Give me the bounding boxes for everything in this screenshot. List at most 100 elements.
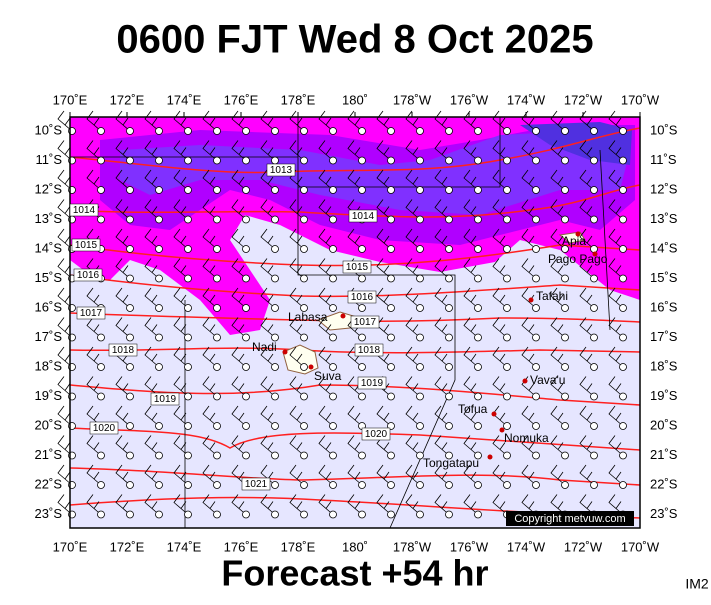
barb-station [445, 481, 453, 489]
wind-barb [173, 405, 192, 430]
wind-barb [405, 110, 424, 135]
barb-station [474, 363, 482, 371]
barb-staff [521, 258, 537, 279]
barb-station [97, 451, 105, 460]
isobar-label: 1019 [154, 394, 177, 405]
isobar-label: 1018 [112, 345, 135, 356]
wind-barb [173, 317, 192, 342]
wind-barb [289, 258, 308, 283]
barb-station [271, 304, 279, 312]
barb-staff [202, 169, 218, 191]
lon-label-bottom: 174˚E [167, 539, 202, 554]
wind-barb [144, 199, 163, 224]
barb-station [271, 451, 279, 460]
wind-barb [115, 376, 134, 401]
wind-barb [115, 228, 134, 253]
isobar-label-box [76, 306, 106, 320]
barb-station [619, 127, 627, 135]
barb-staff [550, 346, 566, 368]
barb-staff [347, 228, 363, 250]
barb-station [445, 186, 453, 194]
barb-staff [318, 464, 334, 486]
barb-station [387, 215, 395, 224]
barb-staff [173, 435, 189, 456]
barb-staff [608, 435, 624, 456]
wind-barb [434, 376, 453, 401]
wind-barb [521, 199, 540, 224]
wind-barb [289, 199, 308, 224]
barb-station [619, 481, 627, 489]
barb-staff [434, 376, 450, 397]
barb-station [387, 392, 395, 401]
barb-station [271, 127, 279, 135]
barb-staff [86, 317, 102, 338]
wind-barb [608, 110, 627, 135]
wind-barb [202, 317, 221, 342]
barb-station [619, 363, 627, 371]
barb-staff [608, 376, 624, 397]
lat-label-left: 17˚S [35, 329, 63, 344]
barb-station [126, 215, 134, 224]
barb-station [358, 333, 366, 342]
barb-staff [579, 317, 595, 338]
wind-barb [86, 140, 105, 165]
barb-station [213, 245, 221, 253]
barb-station [97, 186, 105, 194]
barb-staff [144, 405, 160, 427]
wind-barb [289, 169, 308, 194]
wind-barb [144, 346, 163, 371]
lon-label-bottom: 170˚E [53, 539, 88, 554]
barb-station [271, 245, 279, 253]
barb-station [126, 333, 134, 342]
barb-staff [463, 346, 479, 368]
barb-staff [173, 287, 189, 309]
wind-barb [376, 494, 395, 519]
barb-station [532, 304, 540, 312]
wind-barb [434, 405, 453, 430]
lat-label-right: 17˚S [650, 329, 678, 344]
town-dot [575, 231, 581, 237]
lat-label-left: 15˚S [35, 270, 63, 285]
wind-barb [492, 287, 511, 312]
barb-station [416, 510, 424, 519]
isobar-label-box [89, 421, 119, 435]
barb-station [300, 363, 308, 371]
barb-staff [318, 110, 334, 132]
wind-barb [550, 464, 569, 489]
barb-station [184, 274, 192, 283]
barb-staff [86, 169, 102, 191]
barb-station [445, 274, 453, 283]
lon-label-top: 174˚W [507, 92, 546, 107]
wind-barb [405, 376, 424, 401]
isobar-label-box [348, 209, 378, 223]
barb-station [503, 422, 511, 430]
barb-staff [376, 199, 392, 220]
lon-label-top: 180˚ [342, 92, 368, 107]
barb-staff [608, 494, 624, 515]
wind-barb [608, 346, 627, 371]
wind-barb [608, 228, 627, 253]
wind-barb [202, 376, 221, 401]
barb-staff [144, 464, 160, 486]
barb-station [213, 156, 221, 165]
barb-station [619, 304, 627, 312]
barb-station [329, 392, 337, 401]
barb-staff [434, 199, 450, 220]
lon-label-top: 170˚W [621, 92, 660, 107]
wind-barb [521, 317, 540, 342]
wind-barb [521, 258, 540, 283]
barb-staff [347, 169, 363, 191]
barb-staff [173, 258, 189, 279]
wind-barb [463, 140, 482, 165]
barb-station [300, 451, 308, 460]
lat-label-left: 13˚S [35, 211, 63, 226]
wind-barb [492, 199, 511, 224]
barb-station [213, 274, 221, 283]
wind-barb [318, 199, 337, 224]
barb-station [271, 422, 279, 430]
place-name: Tongatapu [423, 456, 479, 470]
barb-staff [463, 405, 479, 427]
wind-barb [463, 110, 482, 135]
barb-staff [173, 376, 189, 397]
wind-barb [579, 317, 598, 342]
